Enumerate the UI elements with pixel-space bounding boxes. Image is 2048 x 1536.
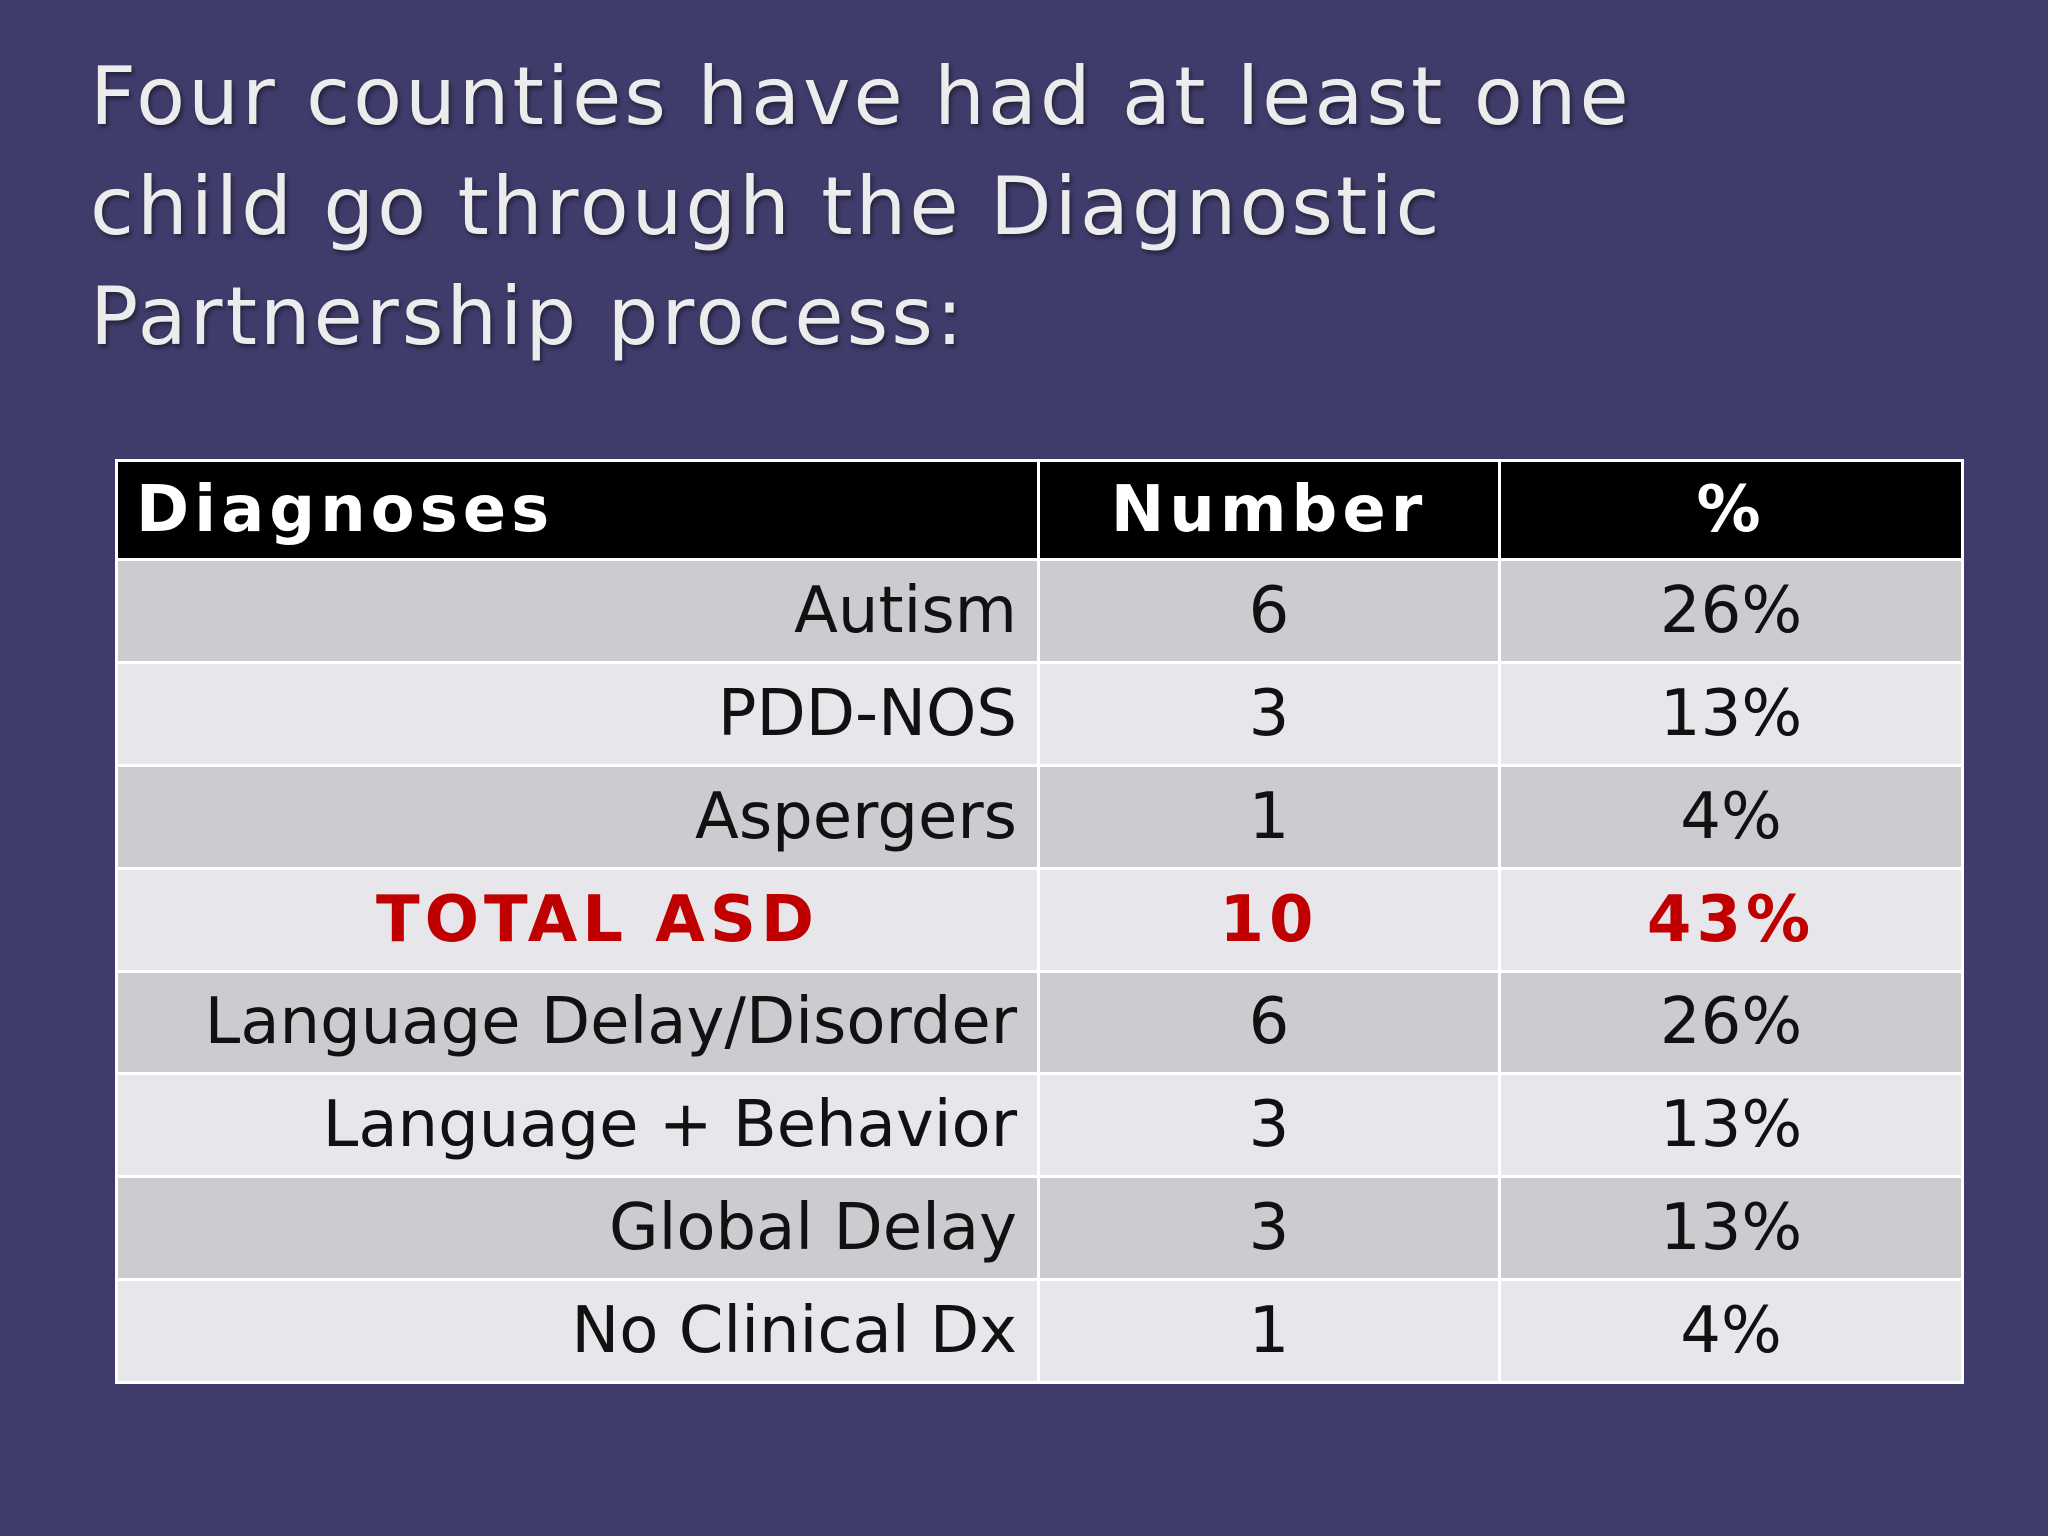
table-row: PDD-NOS 3 13%	[115, 660, 1964, 767]
total-number-cell: 10	[1037, 866, 1501, 973]
header-percent: %	[1498, 459, 1964, 561]
number-cell: 3	[1037, 660, 1501, 767]
table-row: No Clinical Dx 1 4%	[115, 1278, 1964, 1384]
table-row: Aspergers 1 4%	[115, 763, 1964, 870]
diagnosis-cell: Autism	[115, 558, 1040, 664]
percent-cell: 4%	[1498, 1278, 1964, 1384]
title-line: Partnership process:	[90, 270, 966, 363]
number-cell: 1	[1037, 1278, 1501, 1384]
total-diagnosis-cell: TOTAL ASD	[115, 866, 1040, 973]
diagnosis-cell: Global Delay	[115, 1175, 1040, 1282]
table-row: Global Delay 3 13%	[115, 1175, 1964, 1282]
table-header-row: Diagnoses Number %	[115, 459, 1964, 561]
number-cell: 6	[1037, 969, 1501, 1076]
diagnosis-cell: Aspergers	[115, 763, 1040, 870]
percent-cell: 13%	[1498, 1072, 1964, 1179]
percent-cell: 26%	[1498, 969, 1964, 1076]
number-cell: 6	[1037, 558, 1501, 664]
percent-cell: 26%	[1498, 558, 1964, 664]
number-cell: 3	[1037, 1072, 1501, 1179]
number-cell: 1	[1037, 763, 1501, 870]
percent-cell: 13%	[1498, 1175, 1964, 1282]
table-row: Language + Behavior 3 13%	[115, 1072, 1964, 1179]
table-row: Autism 6 26%	[115, 558, 1964, 664]
header-diagnoses: Diagnoses	[115, 459, 1040, 561]
diagnosis-cell: Language Delay/Disorder	[115, 969, 1040, 1076]
percent-cell: 4%	[1498, 763, 1964, 870]
title-line: Four counties have had at least one	[90, 50, 1632, 143]
diagnoses-table: Diagnoses Number % Autism 6 26% PDD-NOS …	[115, 459, 1964, 1384]
header-number: Number	[1037, 459, 1501, 561]
total-asd-row: TOTAL ASD 10 43%	[115, 866, 1964, 973]
diagnosis-cell: PDD-NOS	[115, 660, 1040, 767]
diagnosis-cell: Language + Behavior	[115, 1072, 1040, 1179]
table-row: Language Delay/Disorder 6 26%	[115, 969, 1964, 1076]
slide-title: Four counties have had at least one chil…	[90, 42, 1910, 372]
diagnosis-cell: No Clinical Dx	[115, 1278, 1040, 1384]
number-cell: 3	[1037, 1175, 1501, 1282]
title-line: child go through the Diagnostic	[90, 160, 1443, 253]
percent-cell: 13%	[1498, 660, 1964, 767]
total-percent-cell: 43%	[1498, 866, 1964, 973]
